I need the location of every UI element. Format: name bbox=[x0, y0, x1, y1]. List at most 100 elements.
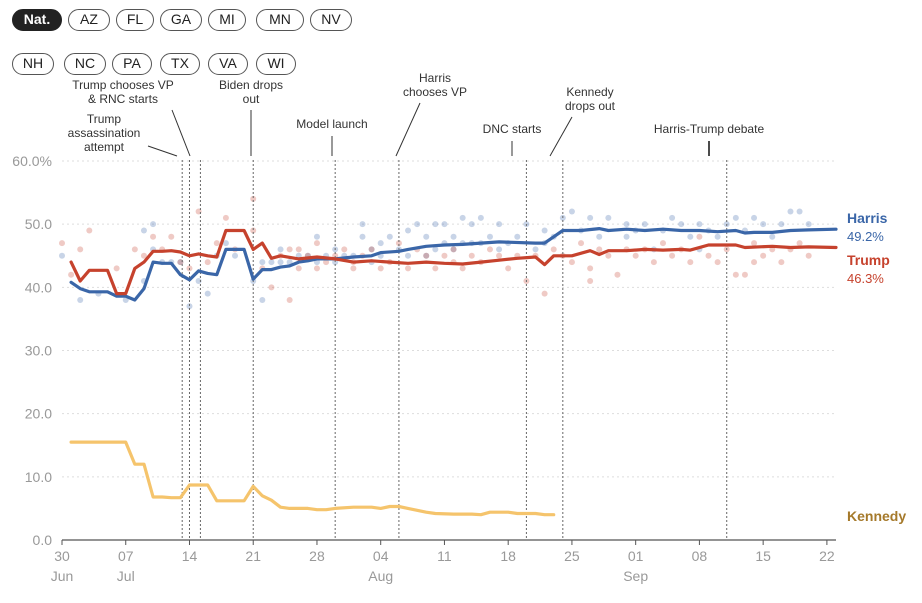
harris-poll-dot bbox=[441, 221, 448, 228]
trump-poll-dot bbox=[350, 265, 357, 272]
harris-poll-dot bbox=[277, 259, 284, 266]
trump-poll-dot bbox=[286, 296, 293, 303]
x-tick-label: 30 bbox=[54, 548, 70, 564]
trump-poll-dot bbox=[405, 265, 412, 272]
harris-poll-dot bbox=[405, 252, 412, 259]
trump-poll-dot bbox=[222, 214, 229, 221]
x-tick-month-label: Aug bbox=[368, 568, 393, 584]
tab-nh[interactable]: NH bbox=[12, 53, 54, 75]
trump-poll-dot bbox=[751, 240, 758, 247]
trump-poll-dot bbox=[395, 240, 402, 247]
x-tick-label: 14 bbox=[182, 548, 198, 564]
trump-poll-dot bbox=[714, 259, 721, 266]
annotation-biden-drops-out: Biden drops bbox=[219, 78, 283, 92]
harris-poll-dot bbox=[714, 233, 721, 240]
harris-poll-dot bbox=[477, 214, 484, 221]
trump-poll-dot bbox=[295, 265, 302, 272]
harris-poll-dot bbox=[232, 252, 239, 259]
y-tick-label: 0.0 bbox=[33, 532, 53, 548]
trump-poll-dot bbox=[77, 246, 84, 253]
annotation-leader-line bbox=[147, 145, 178, 157]
trump-poll-dot bbox=[204, 259, 211, 266]
trump-poll-dot bbox=[68, 271, 75, 278]
trump-poll-dot bbox=[268, 284, 275, 291]
tab-nv[interactable]: NV bbox=[310, 9, 352, 31]
harris-poll-dot bbox=[204, 290, 211, 297]
trump-poll-dot bbox=[113, 265, 120, 272]
trump-poll-dot bbox=[468, 252, 475, 259]
x-tick-label: 15 bbox=[755, 548, 771, 564]
tab-tx[interactable]: TX bbox=[160, 53, 200, 75]
harris-value: 49.2% bbox=[847, 229, 884, 244]
harris-poll-dot bbox=[669, 214, 676, 221]
trump-poll-dot bbox=[632, 252, 639, 259]
annotation-leader-line bbox=[395, 102, 421, 157]
tab-va[interactable]: VA bbox=[208, 53, 248, 75]
annotation-assassination-attempt: assassination bbox=[68, 126, 141, 140]
tab-fl[interactable]: FL bbox=[116, 9, 154, 31]
x-tick-label: 18 bbox=[500, 548, 516, 564]
harris-poll-dot bbox=[751, 214, 758, 221]
trump-poll-dot bbox=[805, 252, 812, 259]
harris-poll-dot bbox=[313, 233, 320, 240]
trump-poll-dot bbox=[687, 259, 694, 266]
y-tick-label: 30.0 bbox=[25, 343, 52, 359]
harris-poll-dot bbox=[468, 221, 475, 228]
tab-nat[interactable]: Nat. bbox=[12, 9, 62, 31]
trump-poll-dot bbox=[696, 233, 703, 240]
trump-poll-dot bbox=[377, 265, 384, 272]
trump-poll-dot bbox=[587, 278, 594, 285]
harris-poll-dot bbox=[587, 214, 594, 221]
harris-poll-dot bbox=[796, 208, 803, 215]
trump-poll-dot bbox=[550, 246, 557, 253]
trump-poll-dot bbox=[650, 259, 657, 266]
harris-poll-dot bbox=[450, 246, 457, 253]
trump-poll-dot bbox=[250, 227, 257, 234]
harris-poll-dot bbox=[432, 246, 439, 253]
harris-poll-dot bbox=[568, 208, 575, 215]
trump-poll-dot bbox=[778, 259, 785, 266]
trump-poll-dot bbox=[213, 240, 220, 247]
harris-poll-dot bbox=[186, 303, 193, 310]
tab-pa[interactable]: PA bbox=[112, 53, 152, 75]
harris-poll-dot bbox=[150, 221, 157, 228]
tab-nc[interactable]: NC bbox=[64, 53, 106, 75]
tab-az[interactable]: AZ bbox=[68, 9, 110, 31]
annotation-leader-line bbox=[549, 116, 573, 157]
y-tick-label: 20.0 bbox=[25, 406, 52, 422]
tab-wi[interactable]: WI bbox=[256, 53, 296, 75]
harris-poll-dot bbox=[268, 259, 275, 266]
annotation-leader-line bbox=[171, 109, 191, 157]
harris-poll-dot bbox=[359, 233, 366, 240]
annotation-harris-trump-debate: Harris-Trump debate bbox=[654, 122, 765, 136]
harris-poll-dot bbox=[77, 296, 84, 303]
trump-poll-dot bbox=[578, 240, 585, 247]
tab-mi[interactable]: MI bbox=[208, 9, 246, 31]
trump-poll-dot bbox=[86, 227, 93, 234]
trump-poll-dot bbox=[450, 246, 457, 253]
harris-poll-dot bbox=[423, 233, 430, 240]
x-tick-label: 04 bbox=[373, 548, 389, 564]
harris-poll-dot bbox=[514, 233, 521, 240]
annotation-vp-rnc: Trump chooses VP bbox=[72, 78, 174, 92]
harris-poll-dot bbox=[596, 233, 603, 240]
trump-value: 46.3% bbox=[847, 271, 884, 286]
x-tick-month-label: Jun bbox=[51, 568, 74, 584]
harris-poll-dot bbox=[760, 221, 767, 228]
trump-poll-dot bbox=[486, 246, 493, 253]
harris-poll-dot bbox=[368, 246, 375, 253]
harris-poll-dot bbox=[377, 240, 384, 247]
tab-ga[interactable]: GA bbox=[160, 9, 202, 31]
y-tick-label: 10.0 bbox=[25, 469, 52, 485]
harris-poll-dot bbox=[732, 214, 739, 221]
trump-poll-dot bbox=[705, 252, 712, 259]
x-tick-label: 28 bbox=[309, 548, 325, 564]
kennedy-average-line bbox=[69, 440, 556, 517]
harris-poll-dot bbox=[778, 221, 785, 228]
trump-poll-dot bbox=[614, 271, 621, 278]
y-tick-label: 50.0 bbox=[25, 216, 52, 232]
harris-average-line bbox=[69, 227, 838, 302]
tab-mn[interactable]: MN bbox=[256, 9, 304, 31]
trump-poll-dot bbox=[796, 240, 803, 247]
